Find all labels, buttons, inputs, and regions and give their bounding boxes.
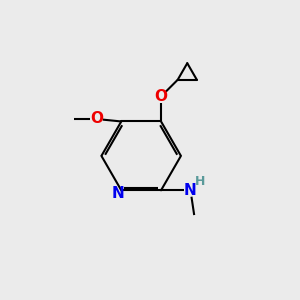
Text: N: N	[184, 183, 197, 198]
Text: N: N	[111, 186, 124, 201]
Text: O: O	[154, 89, 167, 104]
Text: O: O	[90, 112, 103, 127]
Text: H: H	[195, 175, 205, 188]
